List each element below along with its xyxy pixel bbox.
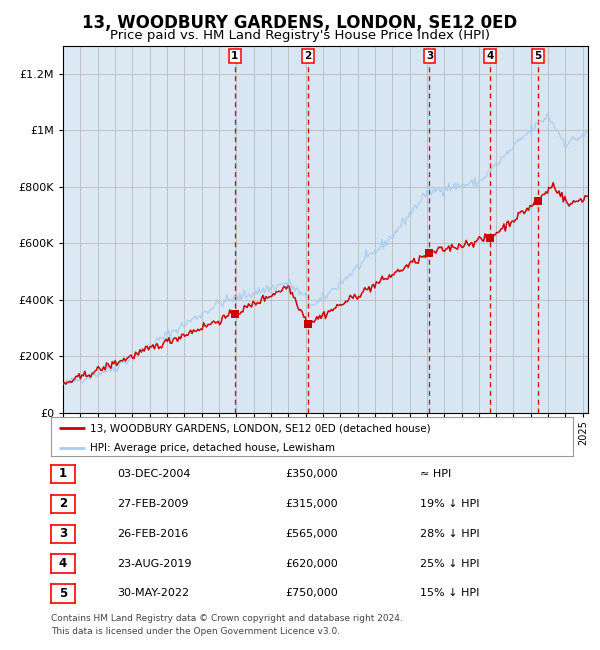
Text: 27-FEB-2009: 27-FEB-2009 bbox=[117, 499, 188, 509]
Text: HPI: Average price, detached house, Lewisham: HPI: Average price, detached house, Lewi… bbox=[90, 443, 335, 452]
Text: 1: 1 bbox=[59, 467, 67, 480]
Bar bbox=[235, 46, 308, 413]
Text: 3: 3 bbox=[59, 527, 67, 540]
Bar bbox=[308, 46, 430, 413]
Text: Price paid vs. HM Land Registry's House Price Index (HPI): Price paid vs. HM Land Registry's House … bbox=[110, 29, 490, 42]
Text: 23-AUG-2019: 23-AUG-2019 bbox=[117, 558, 191, 569]
Text: 4: 4 bbox=[59, 557, 67, 570]
Text: 5: 5 bbox=[535, 51, 542, 61]
Text: 13, WOODBURY GARDENS, LONDON, SE12 0ED: 13, WOODBURY GARDENS, LONDON, SE12 0ED bbox=[82, 14, 518, 32]
Text: Contains HM Land Registry data © Crown copyright and database right 2024.: Contains HM Land Registry data © Crown c… bbox=[51, 614, 403, 623]
Text: £565,000: £565,000 bbox=[285, 528, 338, 539]
Text: £620,000: £620,000 bbox=[285, 558, 338, 569]
Text: 13, WOODBURY GARDENS, LONDON, SE12 0ED (detached house): 13, WOODBURY GARDENS, LONDON, SE12 0ED (… bbox=[90, 423, 431, 433]
Text: 1: 1 bbox=[231, 51, 239, 61]
Text: 19% ↓ HPI: 19% ↓ HPI bbox=[420, 499, 479, 509]
Text: 3: 3 bbox=[426, 51, 433, 61]
Bar bbox=[430, 46, 490, 413]
Text: £750,000: £750,000 bbox=[285, 588, 338, 599]
Text: 5: 5 bbox=[59, 587, 67, 600]
Text: 2: 2 bbox=[59, 497, 67, 510]
Text: This data is licensed under the Open Government Licence v3.0.: This data is licensed under the Open Gov… bbox=[51, 627, 340, 636]
Text: 25% ↓ HPI: 25% ↓ HPI bbox=[420, 558, 479, 569]
Bar bbox=[490, 46, 538, 413]
Text: 2: 2 bbox=[305, 51, 312, 61]
Text: 03-DEC-2004: 03-DEC-2004 bbox=[117, 469, 191, 479]
Text: 30-MAY-2022: 30-MAY-2022 bbox=[117, 588, 189, 599]
Text: 26-FEB-2016: 26-FEB-2016 bbox=[117, 528, 188, 539]
Text: 28% ↓ HPI: 28% ↓ HPI bbox=[420, 528, 479, 539]
Text: 15% ↓ HPI: 15% ↓ HPI bbox=[420, 588, 479, 599]
Text: ≈ HPI: ≈ HPI bbox=[420, 469, 451, 479]
Text: £350,000: £350,000 bbox=[285, 469, 338, 479]
Bar bbox=[538, 46, 588, 413]
Text: £315,000: £315,000 bbox=[285, 499, 338, 509]
Text: 4: 4 bbox=[486, 51, 494, 61]
